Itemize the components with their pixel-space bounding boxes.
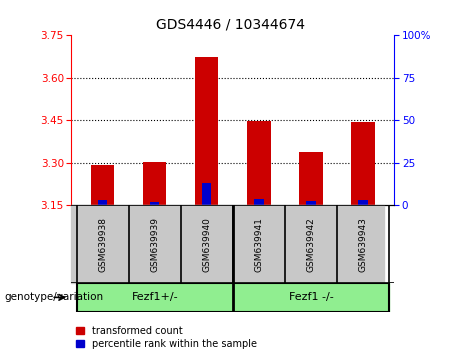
Text: GSM639941: GSM639941 (254, 217, 263, 272)
Bar (98, 200, 107, 205)
Text: genotype/variation: genotype/variation (5, 292, 104, 302)
Legend: transformed count, percentile rank within the sample: transformed count, percentile rank withi… (77, 326, 257, 349)
Bar (150, 202, 160, 205)
Bar (195, 57, 219, 205)
Text: GSM639942: GSM639942 (307, 217, 315, 272)
Text: GSM639943: GSM639943 (358, 217, 367, 272)
Bar (358, 200, 367, 205)
Bar (233, 283, 389, 312)
Bar (306, 201, 316, 205)
Bar (247, 121, 271, 205)
Text: Fezf1+/-: Fezf1+/- (131, 292, 178, 302)
Bar (299, 152, 323, 205)
Bar (351, 122, 375, 205)
Bar (143, 162, 166, 205)
Bar (91, 165, 114, 205)
Text: GSM639938: GSM639938 (98, 217, 107, 272)
Text: GSM639939: GSM639939 (150, 217, 159, 272)
Text: Fezf1 -/-: Fezf1 -/- (289, 292, 333, 302)
Bar (77, 283, 233, 312)
Text: GDS4446 / 10344674: GDS4446 / 10344674 (156, 18, 305, 32)
Bar (202, 183, 212, 205)
Bar (254, 199, 264, 205)
Text: GSM639940: GSM639940 (202, 217, 211, 272)
